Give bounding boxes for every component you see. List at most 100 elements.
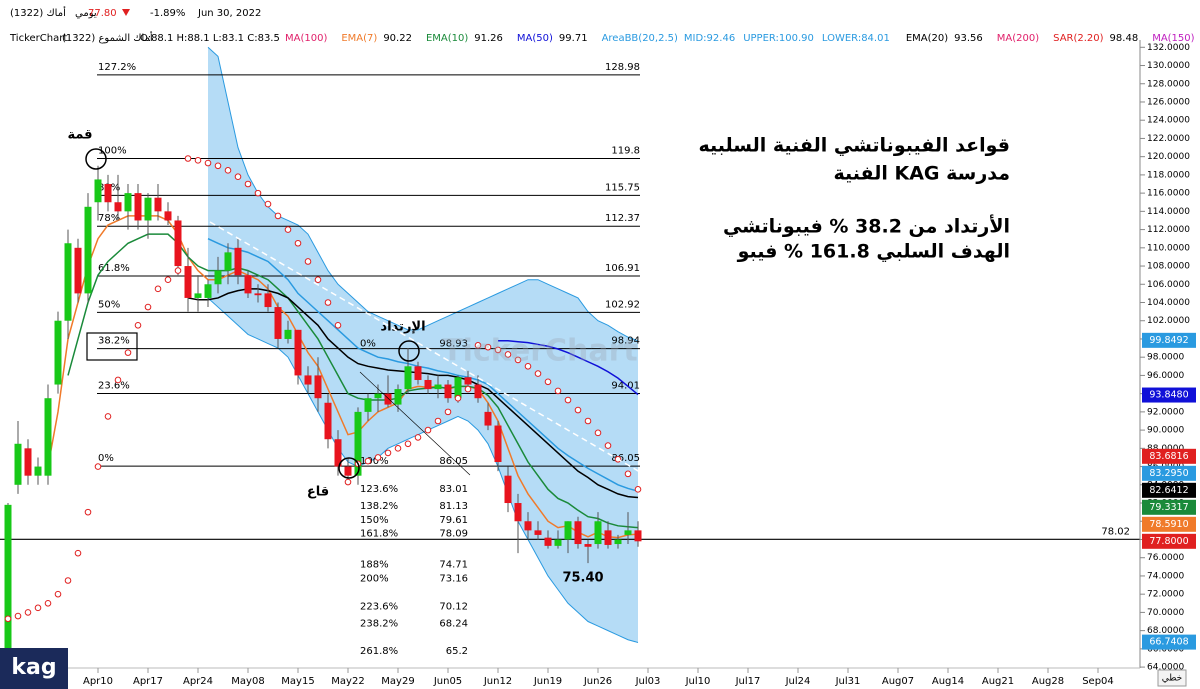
legend-name: MA(200) <box>997 33 1039 44</box>
sar-dot <box>384 449 392 457</box>
candle-body <box>514 503 522 522</box>
price-tag <box>1142 533 1196 549</box>
sar-dot <box>574 406 582 414</box>
fib-target-label: 123.6% <box>360 484 398 495</box>
sar-dot <box>514 356 522 364</box>
candle-body <box>444 384 452 399</box>
sar-dot <box>394 445 402 452</box>
candle-body <box>504 475 512 504</box>
fib-target-label: 188% <box>360 559 389 570</box>
y-tick-label: 120.0000 <box>1147 152 1190 162</box>
y-tick-label: 92.0000 <box>1147 407 1184 417</box>
candle-body <box>474 384 482 399</box>
mode-button[interactable] <box>1157 669 1187 687</box>
y-tick-label: 72.0000 <box>1147 590 1184 600</box>
candle-body <box>574 521 582 545</box>
candle-body <box>14 443 22 485</box>
candle-body <box>304 375 312 385</box>
y-tick-label: 118.0000 <box>1147 170 1190 180</box>
sar-dot <box>464 385 472 393</box>
retracement-label: الإرتداد <box>380 320 425 335</box>
fib-price: 106.91 <box>605 263 640 274</box>
fib-target-label: 223.6% <box>360 601 398 612</box>
x-tick-label: Jul24 <box>785 676 811 687</box>
x-tick-label: Aug21 <box>982 676 1014 687</box>
x-tick-label: Jun19 <box>533 676 562 687</box>
sar-dot <box>444 408 452 416</box>
sar-dot <box>164 276 172 284</box>
fib-target-price: 98.93 <box>439 339 468 350</box>
legend-value: 98.48 <box>1110 33 1139 44</box>
sar-dot <box>524 363 532 370</box>
price-tag <box>1142 387 1196 403</box>
candle-body <box>274 307 282 339</box>
legend-name: SAR(2.20) <box>1053 33 1103 44</box>
sar-dot <box>544 378 552 386</box>
sar-dot <box>294 239 302 247</box>
legend-name: EMA(10) <box>426 33 468 44</box>
sar-dot <box>324 299 332 306</box>
price-tag <box>1142 634 1196 650</box>
candle-body <box>414 366 422 380</box>
trend-line <box>359 371 471 476</box>
sar-dot <box>84 508 92 516</box>
candle-body <box>434 384 442 390</box>
fib-label: 78% <box>98 213 120 224</box>
y-tick-label: 104.0000 <box>1147 298 1190 308</box>
candle-body <box>614 539 622 545</box>
sar-dot <box>284 226 292 233</box>
mode-label[interactable]: خطي <box>1162 674 1182 684</box>
candle-body <box>64 243 72 321</box>
y-tick-label: 112.0000 <box>1147 225 1190 235</box>
price-tag <box>1142 465 1196 481</box>
y-tick-label: 132.0000 <box>1147 43 1190 53</box>
fib-label: 50% <box>98 299 120 310</box>
trough-label: قاع <box>307 485 329 500</box>
sar-dot <box>234 173 242 181</box>
logo-box <box>0 648 68 689</box>
peak-circle <box>85 148 107 170</box>
sar-dot <box>144 303 152 311</box>
sar-dot <box>634 486 642 493</box>
sar-dot <box>34 604 42 612</box>
fib-price: 102.92 <box>605 299 640 310</box>
legend-part: MID:92.46 <box>684 33 735 44</box>
fib-target-label: 261.8% <box>360 646 398 657</box>
trend-line <box>209 221 641 473</box>
candle-body <box>294 329 302 376</box>
candle-body <box>234 247 242 276</box>
y-tick-label: 102.0000 <box>1147 316 1190 326</box>
retracement-circle <box>398 340 420 362</box>
legend-value: 93.56 <box>954 33 983 44</box>
fib-label: 23.6% <box>98 381 130 392</box>
candle-body <box>394 389 402 405</box>
sar-dot <box>14 612 22 620</box>
legend-value: 90.22 <box>383 33 412 44</box>
sar-dot <box>554 387 562 395</box>
price-tag <box>1142 499 1196 515</box>
candle-body <box>94 179 102 203</box>
y-tick-label: 128.0000 <box>1147 79 1190 89</box>
y-tick-label: 122.0000 <box>1147 134 1190 144</box>
fib-price: 128.98 <box>605 62 640 73</box>
price-tag-label: 66.7408 <box>1149 637 1188 648</box>
fib-price: 119.8 <box>611 145 640 156</box>
candle-body <box>534 530 542 535</box>
change: -1.89% <box>150 8 185 19</box>
candle-body <box>314 375 322 399</box>
candle-body <box>544 537 552 546</box>
sar-dot <box>594 429 602 437</box>
fib-target-price: 81.13 <box>439 501 468 512</box>
fib-target-label: 0% <box>360 339 376 350</box>
sar-dot <box>64 577 72 584</box>
candle-body <box>354 411 362 476</box>
candle-body <box>124 193 132 212</box>
candle-body <box>344 466 352 476</box>
x-tick-label: Jun26 <box>583 676 612 687</box>
sar-dot <box>224 167 232 174</box>
fib-price: 115.75 <box>605 182 640 193</box>
candle-body <box>54 320 62 385</box>
legend-part: UPPER:100.90 <box>743 33 814 44</box>
fib-target-price: 74.71 <box>439 559 468 570</box>
x-tick-label: Apr10 <box>83 676 113 687</box>
